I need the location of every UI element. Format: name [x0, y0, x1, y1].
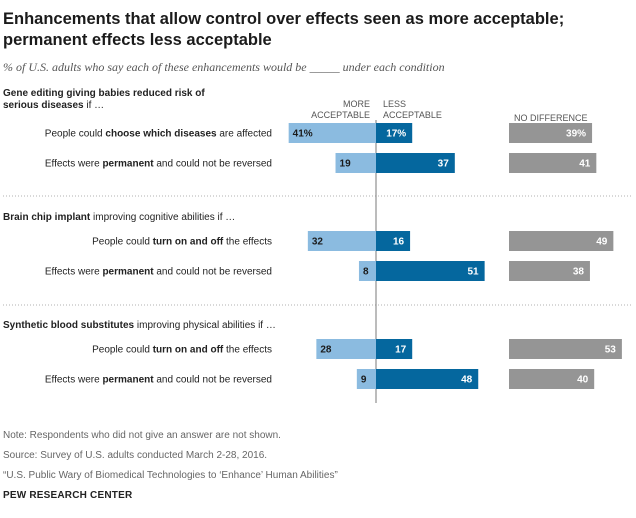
value-no-difference: 40 — [577, 375, 589, 386]
value-more-acceptable: 8 — [363, 267, 369, 278]
group-title: Brain chip implant improving cognitive a… — [3, 212, 235, 223]
chart-subtitle: % of U.S. adults who say each of these e… — [3, 60, 445, 74]
bar-more-acceptable — [335, 153, 376, 173]
header-more-acceptable: MORE — [343, 99, 370, 109]
bar-less-acceptable — [376, 261, 485, 281]
value-less-acceptable: 37 — [438, 159, 450, 170]
bar-less-acceptable — [376, 153, 455, 173]
bar-no-difference — [509, 231, 614, 251]
group-title: serious diseases if … — [3, 100, 104, 111]
header-more-acceptable: ACCEPTABLE — [311, 110, 370, 120]
value-no-difference: 53 — [605, 345, 617, 356]
value-less-acceptable: 48 — [461, 375, 473, 386]
value-less-acceptable: 16 — [393, 237, 405, 248]
value-more-acceptable: 28 — [320, 345, 332, 356]
bar-no-difference — [509, 369, 595, 389]
value-no-difference: 38 — [573, 267, 585, 278]
row-label: Effects were permanent and could not be … — [45, 375, 272, 386]
chart-title: Enhancements that allow control over eff… — [3, 10, 565, 49]
footer-note: Note: Respondents who did not give an an… — [3, 430, 281, 441]
row-label: Effects were permanent and could not be … — [45, 267, 272, 278]
value-more-acceptable: 9 — [361, 375, 367, 386]
bar-less-acceptable — [376, 369, 479, 389]
bar-no-difference — [509, 123, 593, 143]
value-less-acceptable: 17% — [386, 129, 406, 140]
footer-brand: PEW RESEARCH CENTER — [3, 490, 133, 501]
value-no-difference: 49 — [596, 237, 608, 248]
bar-less-acceptable — [376, 231, 411, 251]
bar-no-difference — [509, 339, 622, 359]
header-less-acceptable: ACCEPTABLE — [383, 110, 442, 120]
row-label: Effects were permanent and could not be … — [45, 159, 272, 170]
bar-no-difference — [509, 261, 590, 281]
bar-more-acceptable — [358, 261, 376, 281]
header-no-difference: NO DIFFERENCE — [514, 113, 588, 123]
bar-less-acceptable — [376, 123, 413, 143]
bar-less-acceptable — [376, 339, 413, 359]
footer-report: “U.S. Public Wary of Biomedical Technolo… — [3, 470, 338, 481]
value-no-difference: 41 — [579, 159, 591, 170]
value-no-difference: 39% — [566, 129, 586, 140]
bar-more-acceptable — [356, 369, 376, 389]
bar-more-acceptable — [288, 123, 376, 143]
value-more-acceptable: 19 — [340, 159, 352, 170]
bar-no-difference — [509, 153, 597, 173]
bar-more-acceptable — [307, 231, 376, 251]
group-title: Gene editing giving babies reduced risk … — [3, 88, 205, 99]
value-more-acceptable: 41% — [293, 129, 313, 140]
row-label: People could turn on and off the effects — [92, 237, 272, 248]
row-label: People could choose which diseases are a… — [45, 129, 272, 140]
bar-more-acceptable — [316, 339, 376, 359]
row-label: People could turn on and off the effects — [92, 345, 272, 356]
footer-source: Source: Survey of U.S. adults conducted … — [3, 450, 268, 461]
value-more-acceptable: 32 — [312, 237, 324, 248]
group-title: Synthetic blood substitutes improving ph… — [3, 320, 276, 331]
value-less-acceptable: 51 — [468, 267, 480, 278]
value-less-acceptable: 17 — [395, 345, 407, 356]
header-less-acceptable: LESS — [383, 99, 406, 109]
